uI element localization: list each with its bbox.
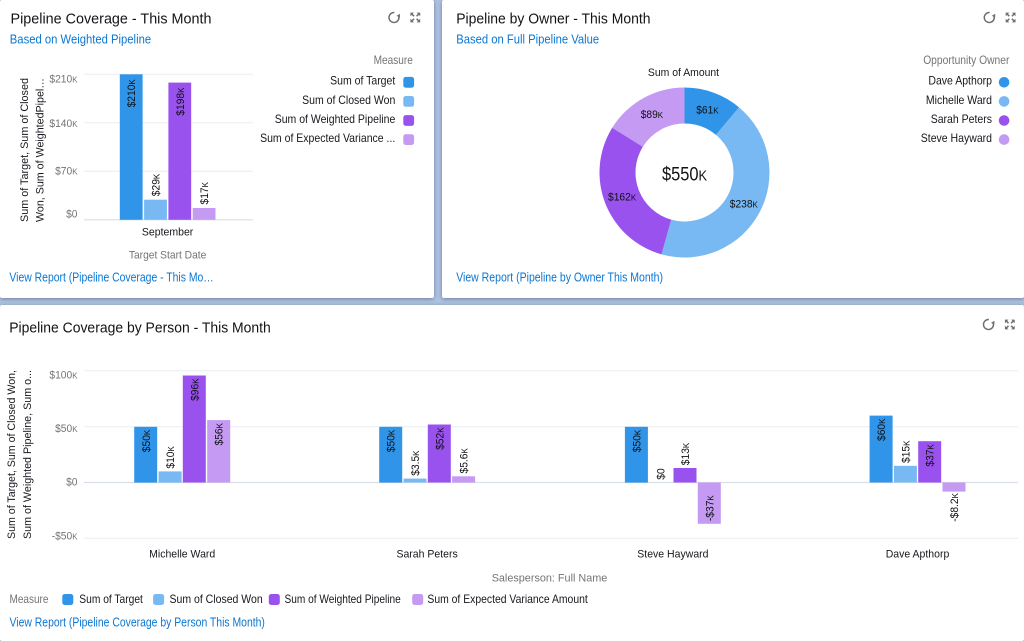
svg-text:$140K: $140K — [49, 118, 77, 130]
svg-text:Sum of Expected Variance ...: Sum of Expected Variance ... — [260, 132, 395, 145]
svg-text:Opportunity Owner: Opportunity Owner — [923, 54, 1009, 67]
svg-text:View Report (Pipeline by Owner: View Report (Pipeline by Owner This Mont… — [456, 271, 663, 285]
svg-text:Sum of Closed Won: Sum of Closed Won — [302, 94, 395, 107]
svg-text:$0: $0 — [66, 209, 77, 221]
svg-text:$52K: $52K — [434, 427, 446, 450]
svg-text:$198K: $198K — [175, 87, 187, 115]
svg-text:$3.5K: $3.5K — [410, 450, 422, 475]
svg-text:$29K: $29K — [151, 174, 163, 197]
svg-text:Based on Full Pipeline Value: Based on Full Pipeline Value — [456, 33, 599, 47]
svg-text:$61K: $61K — [696, 104, 719, 116]
svg-text:Sum of Weighted Pipeline: Sum of Weighted Pipeline — [285, 593, 401, 606]
svg-text:$0: $0 — [66, 477, 77, 489]
svg-text:$50K: $50K — [141, 430, 153, 453]
svg-text:Salesperson: Full Name: Salesperson: Full Name — [492, 573, 608, 585]
svg-text:Based on Weighted Pipeline: Based on Weighted Pipeline — [10, 33, 151, 47]
svg-text:Dave Apthorp: Dave Apthorp — [928, 75, 992, 88]
svg-text:$0: $0 — [656, 468, 668, 479]
svg-text:$162K: $162K — [608, 192, 636, 204]
svg-text:Sum of Weighted Pipeline: Sum of Weighted Pipeline — [275, 113, 396, 126]
svg-text:Sum of Expected Variance Amoun: Sum of Expected Variance Amount — [427, 593, 588, 606]
svg-text:View Report (Pipeline Coverage: View Report (Pipeline Coverage - This Mo… — [9, 271, 213, 285]
svg-text:$89K: $89K — [640, 109, 663, 121]
svg-text:$50K: $50K — [55, 423, 78, 435]
svg-text:$70K: $70K — [55, 166, 78, 178]
svg-text:Sum of Amount: Sum of Amount — [647, 67, 719, 79]
svg-text:Sum of Target, Sum of Closed W: Sum of Target, Sum of Closed Won, — [6, 370, 18, 539]
svg-text:Steve Hayward: Steve Hayward — [637, 549, 708, 561]
svg-text:$15K: $15K — [900, 440, 912, 463]
svg-text:$37K: $37K — [925, 444, 937, 467]
svg-text:Sum of Closed Won: Sum of Closed Won — [170, 593, 263, 606]
svg-text:Measure: Measure — [10, 593, 49, 606]
svg-text:$96K: $96K — [189, 378, 201, 401]
svg-text:Sarah Peters: Sarah Peters — [930, 113, 991, 126]
svg-text:$238K: $238K — [729, 199, 757, 211]
svg-text:Pipeline by Owner - This Month: Pipeline by Owner - This Month — [456, 11, 650, 28]
svg-text:Measure: Measure — [374, 54, 413, 67]
svg-text:$50K: $50K — [631, 430, 643, 453]
svg-text:$10K: $10K — [165, 446, 177, 469]
svg-text:$550K: $550K — [661, 165, 706, 186]
svg-text:Michelle Ward: Michelle Ward — [149, 549, 215, 561]
svg-text:$13K: $13K — [680, 443, 692, 466]
svg-text:September: September — [142, 227, 194, 239]
svg-text:Sum of Target: Sum of Target — [330, 75, 396, 88]
svg-text:Pipeline Coverage by Person -: Pipeline Coverage by Person - This Month — [9, 319, 271, 336]
svg-text:$210K: $210K — [126, 79, 138, 107]
svg-text:-$8.2K: -$8.2K — [949, 493, 961, 522]
svg-text:-$37K: -$37K — [704, 495, 716, 521]
svg-text:Sum of Weighted Pipeline, Sum: Sum of Weighted Pipeline, Sum o... — [22, 370, 34, 539]
svg-text:$100K: $100K — [49, 369, 77, 381]
svg-text:Won, Sum of WeightedPipel…: Won, Sum of WeightedPipel… — [35, 78, 47, 222]
svg-text:$56K: $56K — [214, 423, 226, 446]
svg-text:$60K: $60K — [876, 418, 888, 441]
svg-text:Michelle Ward: Michelle Ward — [925, 94, 991, 107]
svg-text:Steve Hayward: Steve Hayward — [920, 132, 991, 145]
svg-text:Target Start Date: Target Start Date — [129, 250, 207, 262]
svg-text:View Report (Pipeline Coverage: View Report (Pipeline Coverage by Person… — [10, 615, 265, 629]
svg-text:$50K: $50K — [386, 430, 398, 453]
svg-text:$210K: $210K — [49, 73, 77, 85]
svg-text:Dave Apthorp: Dave Apthorp — [886, 549, 950, 561]
svg-text:Sum of Target: Sum of Target — [79, 593, 143, 606]
svg-text:$17K: $17K — [199, 182, 211, 205]
svg-text:$5.6K: $5.6K — [459, 448, 471, 473]
svg-text:-$50K: -$50K — [52, 530, 78, 542]
svg-text:Sum of Target, Sum of Closed: Sum of Target, Sum of Closed — [19, 78, 31, 222]
svg-text:Pipeline Coverage - This Month: Pipeline Coverage - This Month — [11, 11, 212, 28]
svg-text:Sarah Peters: Sarah Peters — [396, 549, 458, 561]
